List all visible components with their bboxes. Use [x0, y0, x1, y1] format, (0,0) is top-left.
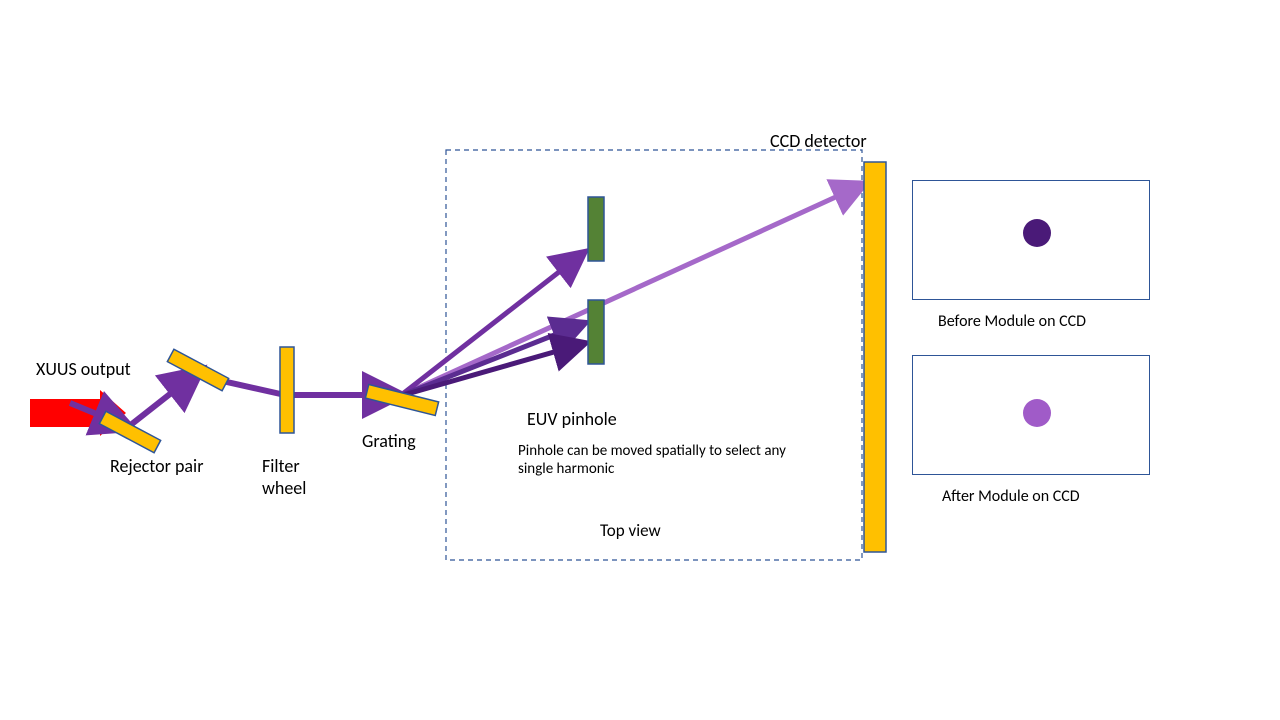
xuus-output-label: XUUS output	[36, 358, 131, 380]
ccd-before-box	[912, 180, 1150, 300]
before-module-label: Before Module on CCD	[938, 312, 1086, 331]
after-module-label: After Module on CCD	[942, 487, 1080, 506]
filter-wheel-label-2: wheel	[262, 477, 306, 499]
filter-wheel-label-1: Filter	[262, 455, 300, 477]
top-view-label: Top view	[600, 520, 661, 541]
pinhole-note-label: Pinhole can be moved spatially to select…	[518, 442, 788, 478]
euv-pinhole-label: EUV pinhole	[527, 408, 617, 430]
ccd-after-box	[912, 355, 1150, 475]
ccd-detector-label: CCD detector	[770, 130, 867, 152]
ccd-before-spot-icon	[1023, 219, 1051, 247]
ccd-after-spot-icon	[1023, 399, 1051, 427]
grating-label: Grating	[362, 430, 416, 452]
rejector-pair-label: Rejector pair	[110, 455, 203, 477]
